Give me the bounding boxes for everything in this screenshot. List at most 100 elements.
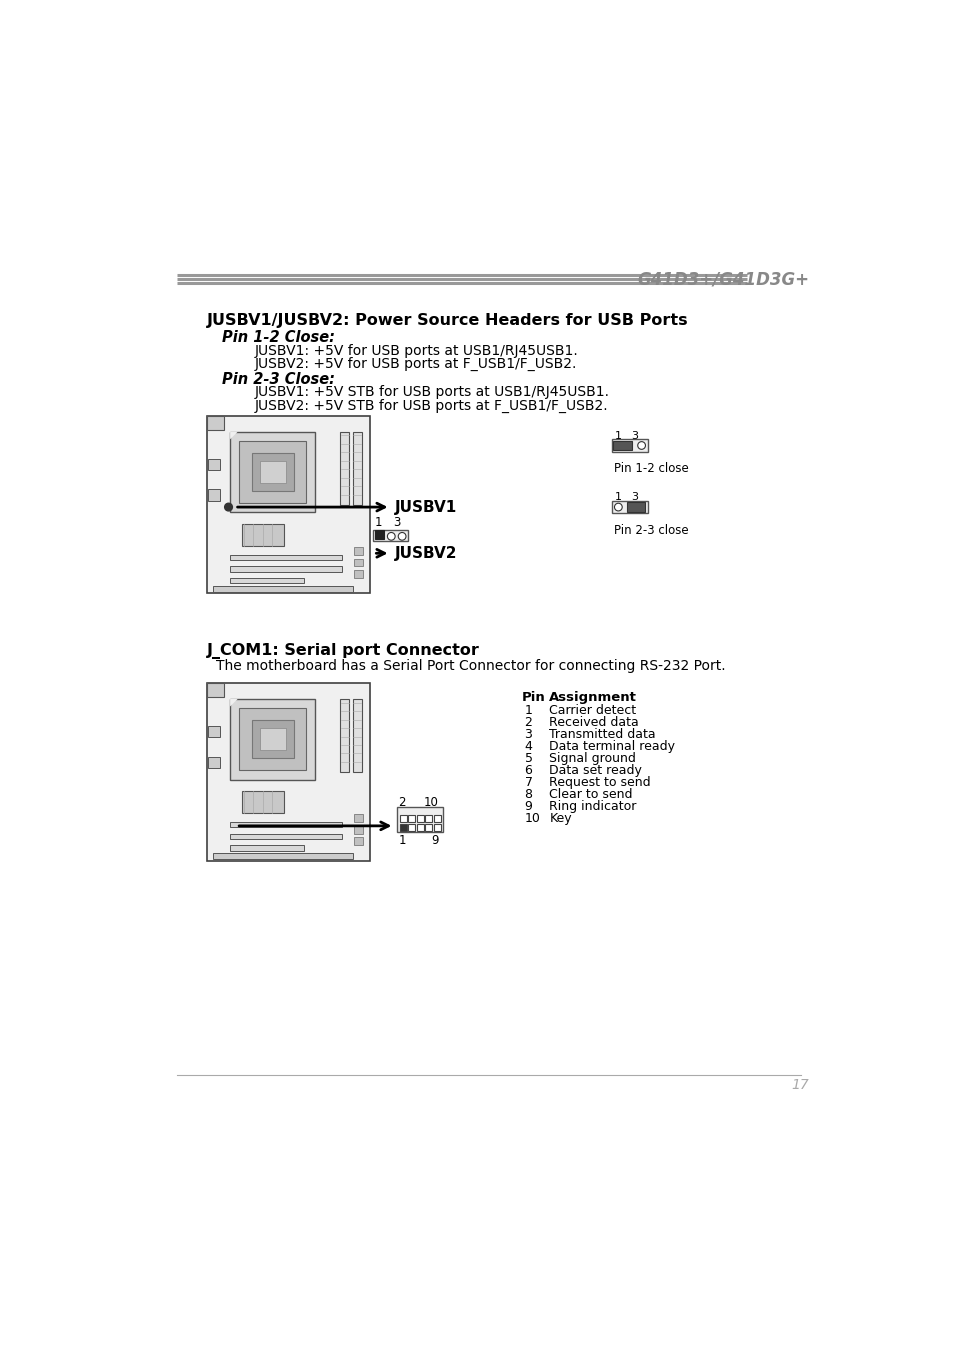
- Bar: [434, 824, 440, 831]
- Text: Request to send: Request to send: [549, 775, 650, 789]
- Text: 3: 3: [394, 516, 400, 528]
- Text: 10: 10: [423, 796, 438, 809]
- Bar: [416, 815, 423, 821]
- Bar: [239, 440, 306, 503]
- Bar: [373, 530, 408, 540]
- Bar: [399, 824, 406, 831]
- Text: Ring indicator: Ring indicator: [549, 800, 636, 813]
- Text: Pin 2-3 close: Pin 2-3 close: [614, 524, 688, 536]
- Bar: [230, 431, 315, 512]
- Text: 2: 2: [397, 796, 405, 809]
- Text: 1: 1: [614, 431, 620, 440]
- Bar: [408, 824, 415, 831]
- Bar: [208, 725, 220, 738]
- Bar: [230, 578, 303, 584]
- Text: G41D3+/G41D3G+: G41D3+/G41D3G+: [637, 270, 808, 288]
- Bar: [354, 570, 363, 578]
- Text: Data set ready: Data set ready: [549, 763, 641, 777]
- Bar: [434, 815, 440, 821]
- Bar: [208, 458, 220, 470]
- Text: 17: 17: [790, 1078, 808, 1092]
- Bar: [230, 555, 342, 561]
- Bar: [207, 684, 369, 861]
- Bar: [354, 838, 363, 846]
- Bar: [207, 684, 224, 697]
- Bar: [416, 824, 423, 831]
- Bar: [208, 489, 220, 501]
- Bar: [230, 846, 303, 851]
- Bar: [612, 501, 647, 513]
- Text: Pin: Pin: [521, 692, 545, 704]
- Text: 3: 3: [630, 431, 638, 440]
- Bar: [252, 453, 294, 490]
- Circle shape: [614, 503, 621, 511]
- Bar: [207, 416, 369, 593]
- Text: Pin 2-3 Close:: Pin 2-3 Close:: [222, 372, 335, 386]
- Bar: [354, 547, 363, 555]
- Text: JUSBV2: JUSBV2: [395, 546, 457, 561]
- Bar: [612, 439, 647, 451]
- Circle shape: [397, 532, 406, 540]
- Bar: [252, 720, 294, 758]
- Text: JUSBV2: +5V for USB ports at F_USB1/F_USB2.: JUSBV2: +5V for USB ports at F_USB1/F_US…: [254, 357, 577, 372]
- Text: 1: 1: [397, 834, 405, 847]
- Bar: [354, 825, 363, 834]
- Text: J_COM1: Serial port Connector: J_COM1: Serial port Connector: [207, 643, 479, 658]
- Text: 9: 9: [524, 800, 532, 813]
- Text: JUSBV1: +5V for USB ports at USB1/RJ45USB1.: JUSBV1: +5V for USB ports at USB1/RJ45US…: [254, 345, 578, 358]
- Bar: [353, 431, 361, 505]
- Bar: [239, 708, 306, 770]
- Bar: [241, 524, 284, 546]
- Bar: [425, 815, 432, 821]
- Text: 5: 5: [524, 753, 532, 765]
- Text: JUSBV1: JUSBV1: [395, 500, 456, 515]
- Text: 8: 8: [524, 788, 532, 801]
- Bar: [396, 808, 443, 832]
- Text: 1: 1: [375, 516, 382, 528]
- Bar: [208, 757, 220, 769]
- Text: 1: 1: [524, 704, 532, 717]
- Text: 1: 1: [614, 493, 620, 503]
- Text: JUSBV2: +5V STB for USB ports at F_USB1/F_USB2.: JUSBV2: +5V STB for USB ports at F_USB1/…: [254, 399, 608, 412]
- Circle shape: [637, 442, 645, 450]
- Circle shape: [224, 503, 233, 511]
- Bar: [213, 852, 353, 859]
- Bar: [340, 431, 349, 505]
- Text: Clear to send: Clear to send: [549, 788, 632, 801]
- Bar: [354, 559, 363, 566]
- Polygon shape: [230, 698, 237, 707]
- Bar: [259, 461, 286, 484]
- Bar: [241, 792, 284, 813]
- Bar: [230, 834, 342, 839]
- Circle shape: [387, 532, 395, 540]
- Text: JUSBV1: +5V STB for USB ports at USB1/RJ45USB1.: JUSBV1: +5V STB for USB ports at USB1/RJ…: [254, 385, 609, 400]
- Text: 2: 2: [524, 716, 532, 730]
- Text: Pin 1-2 close: Pin 1-2 close: [614, 462, 688, 476]
- Text: Data terminal ready: Data terminal ready: [549, 740, 675, 753]
- Text: Received data: Received data: [549, 716, 639, 730]
- Bar: [230, 566, 342, 571]
- Bar: [408, 815, 415, 821]
- Bar: [230, 698, 315, 780]
- Text: Pin 1-2 Close:: Pin 1-2 Close:: [222, 330, 335, 345]
- Bar: [213, 585, 353, 592]
- Polygon shape: [230, 431, 237, 439]
- Text: Carrier detect: Carrier detect: [549, 704, 636, 717]
- Bar: [354, 815, 363, 821]
- Text: JUSBV1/JUSBV2: Power Source Headers for USB Ports: JUSBV1/JUSBV2: Power Source Headers for …: [207, 313, 688, 328]
- Bar: [207, 416, 224, 430]
- Bar: [612, 440, 631, 450]
- Text: Key: Key: [549, 812, 572, 824]
- Text: Assignment: Assignment: [549, 692, 637, 704]
- Text: 4: 4: [524, 740, 532, 753]
- Text: 3: 3: [630, 493, 638, 503]
- Bar: [340, 698, 349, 771]
- Bar: [626, 503, 645, 512]
- Text: 6: 6: [524, 763, 532, 777]
- Text: Signal ground: Signal ground: [549, 753, 636, 765]
- Bar: [230, 821, 342, 827]
- Text: 9: 9: [431, 834, 438, 847]
- Bar: [399, 815, 406, 821]
- Text: 10: 10: [524, 812, 540, 824]
- Text: Transmitted data: Transmitted data: [549, 728, 656, 742]
